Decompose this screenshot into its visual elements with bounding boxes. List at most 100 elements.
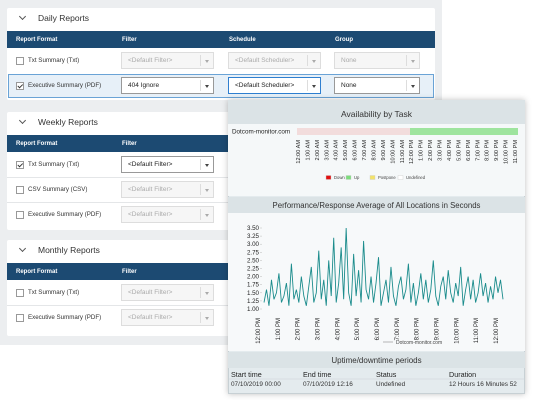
checkbox[interactable] xyxy=(16,57,24,65)
checkmark xyxy=(17,82,23,88)
column-header: Filter xyxy=(122,268,137,275)
y-tick-label: 2.75 xyxy=(247,249,260,256)
series-line xyxy=(263,227,504,306)
table-cell: 07/10/2019 12:16 xyxy=(303,381,353,388)
x-tick-label: 8:00 PM xyxy=(415,318,421,340)
section-body xyxy=(228,124,525,196)
y-tick-label: 2.50 xyxy=(247,257,260,264)
checkbox[interactable] xyxy=(16,186,24,194)
x-tick-label: 5:00 PM xyxy=(355,318,361,340)
select-value: <Default Filter> xyxy=(128,289,173,296)
time-label: 2:00 PM xyxy=(428,140,434,161)
column-header: Report Format xyxy=(16,36,58,43)
x-tick-label: 12:00 PM xyxy=(256,318,262,344)
select-value: <Default Filter> xyxy=(128,161,173,168)
report-format: Txt Summary (Txt) xyxy=(28,289,80,296)
y-tick-label: 1.00 xyxy=(247,306,260,313)
y-tick-label: 3.25 xyxy=(247,233,260,240)
checkbox[interactable] xyxy=(16,289,24,297)
select[interactable]: <Default Filter> xyxy=(121,284,214,301)
y-tick-label: 2.00 xyxy=(247,274,260,281)
select-arrow xyxy=(205,163,209,167)
select[interactable]: None xyxy=(334,77,420,94)
select[interactable]: 404 Ignore xyxy=(121,77,214,94)
x-tick-label: 12:00 PM xyxy=(494,318,500,344)
report-format: Txt Summary (Txt) xyxy=(28,57,80,64)
select[interactable]: <Default Filter> xyxy=(121,156,214,173)
select-value: <Default Filter> xyxy=(128,211,173,218)
time-label: 6:00 AM xyxy=(353,140,359,161)
time-label: 8:00 AM xyxy=(371,140,377,161)
checkbox[interactable] xyxy=(16,314,24,322)
select-value: <Default Scheduler> xyxy=(235,82,295,89)
select-divider xyxy=(307,55,308,66)
table-cell: 07/10/2019 00:00 xyxy=(231,381,281,388)
column-header: Report Format xyxy=(16,268,58,275)
column-header: Status xyxy=(376,370,397,379)
report-format: CSV Summary (CSV) xyxy=(28,186,88,193)
select[interactable]: <Default Filter> xyxy=(121,206,214,223)
section-title: Availability by Task xyxy=(341,109,413,119)
select-divider xyxy=(200,159,201,170)
select[interactable]: <Default Scheduler> xyxy=(228,77,321,94)
select[interactable]: <Default Scheduler> xyxy=(228,52,321,69)
select-value: <Default Scheduler> xyxy=(235,57,295,64)
column-header: Group xyxy=(335,36,353,43)
y-tick-label: 3.00 xyxy=(247,241,260,248)
select-divider xyxy=(200,209,201,220)
select-arrow xyxy=(312,59,316,63)
report-canvas: Availability by Task Dotcom-monitor.com 12… xyxy=(228,100,525,388)
time-label: 9:00 PM xyxy=(494,140,500,161)
select[interactable]: <Default Filter> xyxy=(121,181,214,198)
select-divider xyxy=(200,184,201,195)
time-label: 4:00 PM xyxy=(447,140,453,161)
time-label: 12:00 AM xyxy=(296,140,302,164)
select[interactable]: <Default Filter> xyxy=(121,309,214,326)
section-title: Uptime/downtime periods xyxy=(331,356,421,365)
time-label: 3:00 PM xyxy=(438,140,444,161)
select-arrow xyxy=(205,188,209,192)
time-label: 9:00 AM xyxy=(381,140,387,161)
availability-bar xyxy=(297,128,410,135)
select-value: None xyxy=(341,57,357,64)
y-tick-label: 1.25 xyxy=(247,298,260,305)
column-header: Filter xyxy=(122,36,137,43)
checkbox[interactable] xyxy=(16,161,24,169)
legend-label: Dotcom-monitor.com xyxy=(396,340,442,346)
time-label: 10:00 AM xyxy=(390,140,396,164)
column-header: Report Format xyxy=(16,140,58,147)
select-arrow xyxy=(205,59,209,63)
select-value: <Default Filter> xyxy=(128,186,173,193)
column-header: Filter xyxy=(122,140,137,147)
time-label: 12:00 PM xyxy=(409,140,415,164)
x-tick-label: 4:00 PM xyxy=(335,318,341,340)
select-divider xyxy=(406,80,407,91)
section-header xyxy=(228,197,525,213)
x-tick-label: 1:00 PM xyxy=(276,318,282,340)
checkbox[interactable] xyxy=(16,82,24,90)
legend-label: Down xyxy=(334,175,345,180)
select[interactable]: None xyxy=(334,52,420,69)
legend-swatch xyxy=(397,175,404,180)
section-title: Daily Reports xyxy=(38,13,90,23)
checkbox[interactable] xyxy=(16,211,24,219)
select[interactable]: <Default Filter> xyxy=(121,52,214,69)
time-label: 11:00 PM xyxy=(513,140,519,164)
x-tick-label: 7:00 PM xyxy=(395,318,401,340)
time-label: 7:00 AM xyxy=(362,140,368,161)
time-label: 7:00 PM xyxy=(475,140,481,161)
section-header xyxy=(228,352,525,368)
time-label: 6:00 PM xyxy=(466,140,472,161)
select-arrow xyxy=(411,84,415,88)
time-label: 5:00 AM xyxy=(343,140,349,161)
time-label: 4:00 AM xyxy=(334,140,340,161)
table-cell: Undefined xyxy=(376,381,406,388)
time-label: 2:00 AM xyxy=(315,140,321,161)
report-preview: Availability by Task Dotcom-monitor.com 12… xyxy=(228,100,525,394)
y-tick-label: 2.25 xyxy=(247,266,260,273)
table-header xyxy=(7,31,435,48)
row-divider xyxy=(7,177,435,178)
select-arrow xyxy=(205,291,209,295)
time-label: 11:00 AM xyxy=(400,140,406,164)
